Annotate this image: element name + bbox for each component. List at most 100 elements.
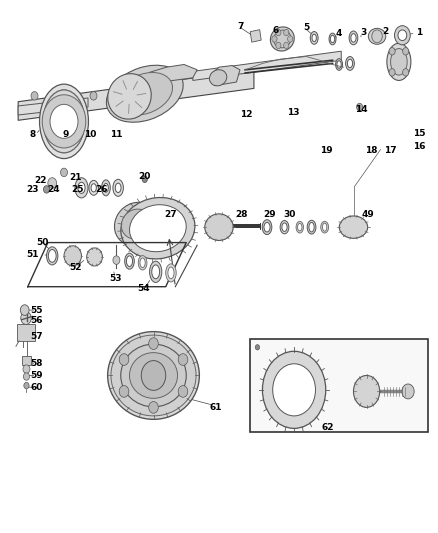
Ellipse shape [64, 246, 81, 266]
Ellipse shape [106, 65, 183, 122]
Ellipse shape [49, 99, 79, 144]
Polygon shape [193, 51, 341, 80]
Text: 14: 14 [355, 105, 367, 114]
Ellipse shape [336, 59, 343, 70]
Text: 51: 51 [26, 251, 39, 260]
Ellipse shape [280, 221, 289, 234]
Circle shape [272, 36, 277, 42]
Circle shape [21, 312, 31, 325]
Text: 18: 18 [365, 146, 377, 155]
Ellipse shape [205, 214, 233, 240]
Text: 9: 9 [62, 130, 68, 139]
Ellipse shape [322, 223, 327, 231]
Text: 12: 12 [240, 110, 252, 119]
Ellipse shape [113, 179, 124, 196]
Circle shape [276, 29, 281, 36]
Circle shape [255, 345, 260, 350]
Text: 62: 62 [321, 423, 333, 432]
Circle shape [119, 385, 129, 397]
Ellipse shape [121, 344, 186, 407]
Ellipse shape [130, 353, 177, 398]
Ellipse shape [368, 28, 386, 44]
Ellipse shape [296, 221, 304, 233]
Ellipse shape [339, 216, 367, 238]
Ellipse shape [349, 31, 358, 45]
Polygon shape [18, 98, 88, 115]
Circle shape [403, 47, 409, 55]
Ellipse shape [127, 256, 133, 266]
Text: 15: 15 [413, 129, 425, 138]
Polygon shape [149, 64, 197, 83]
Ellipse shape [78, 182, 85, 193]
Ellipse shape [108, 74, 151, 119]
Ellipse shape [347, 59, 353, 68]
Ellipse shape [209, 70, 227, 86]
Text: 6: 6 [272, 26, 279, 35]
Text: 1: 1 [416, 28, 422, 37]
Circle shape [398, 30, 407, 41]
Ellipse shape [273, 364, 315, 416]
Ellipse shape [270, 27, 294, 51]
Ellipse shape [39, 84, 88, 159]
Text: 20: 20 [138, 172, 151, 181]
Text: 5: 5 [303, 23, 310, 32]
Text: 49: 49 [361, 210, 374, 219]
Text: 24: 24 [47, 185, 60, 195]
Bar [17, 324, 35, 341]
Circle shape [43, 185, 49, 193]
Text: 2: 2 [383, 27, 389, 36]
Ellipse shape [351, 34, 356, 42]
Circle shape [284, 29, 289, 36]
Circle shape [149, 401, 158, 413]
Text: 30: 30 [283, 210, 296, 219]
Circle shape [284, 42, 289, 49]
Text: 13: 13 [287, 108, 300, 117]
Circle shape [60, 168, 67, 176]
Circle shape [395, 26, 410, 45]
Text: 8: 8 [29, 130, 35, 139]
Circle shape [276, 42, 281, 49]
Circle shape [24, 382, 29, 389]
Ellipse shape [121, 198, 195, 259]
Circle shape [389, 69, 395, 76]
Ellipse shape [346, 56, 354, 70]
Text: 50: 50 [36, 238, 48, 247]
Text: 29: 29 [263, 210, 276, 219]
Ellipse shape [130, 205, 186, 252]
Circle shape [50, 104, 78, 139]
Text: 60: 60 [30, 383, 42, 392]
Ellipse shape [264, 222, 270, 232]
Ellipse shape [89, 180, 99, 195]
Text: 53: 53 [109, 273, 121, 282]
Bar [250, 340, 427, 432]
Ellipse shape [282, 223, 287, 231]
Circle shape [20, 305, 29, 316]
Text: 28: 28 [236, 210, 248, 219]
Ellipse shape [297, 223, 302, 231]
Ellipse shape [309, 222, 314, 232]
Ellipse shape [312, 34, 316, 42]
Circle shape [178, 385, 188, 397]
Circle shape [23, 365, 30, 373]
Circle shape [142, 176, 148, 182]
Text: 19: 19 [320, 146, 332, 155]
Bar [21, 357, 31, 365]
Ellipse shape [111, 335, 196, 416]
Bar [250, 30, 261, 42]
Circle shape [23, 373, 29, 380]
Ellipse shape [125, 253, 134, 269]
Text: 55: 55 [30, 305, 43, 314]
Text: 25: 25 [71, 185, 83, 195]
Ellipse shape [152, 265, 159, 279]
Circle shape [403, 69, 409, 76]
Ellipse shape [391, 49, 407, 75]
Circle shape [288, 36, 293, 42]
Circle shape [178, 354, 188, 366]
Circle shape [389, 47, 395, 55]
Ellipse shape [140, 258, 145, 268]
Text: 4: 4 [336, 29, 342, 38]
Text: 10: 10 [84, 130, 96, 139]
Ellipse shape [138, 256, 147, 270]
Text: 57: 57 [30, 332, 43, 341]
Text: 61: 61 [209, 403, 222, 412]
